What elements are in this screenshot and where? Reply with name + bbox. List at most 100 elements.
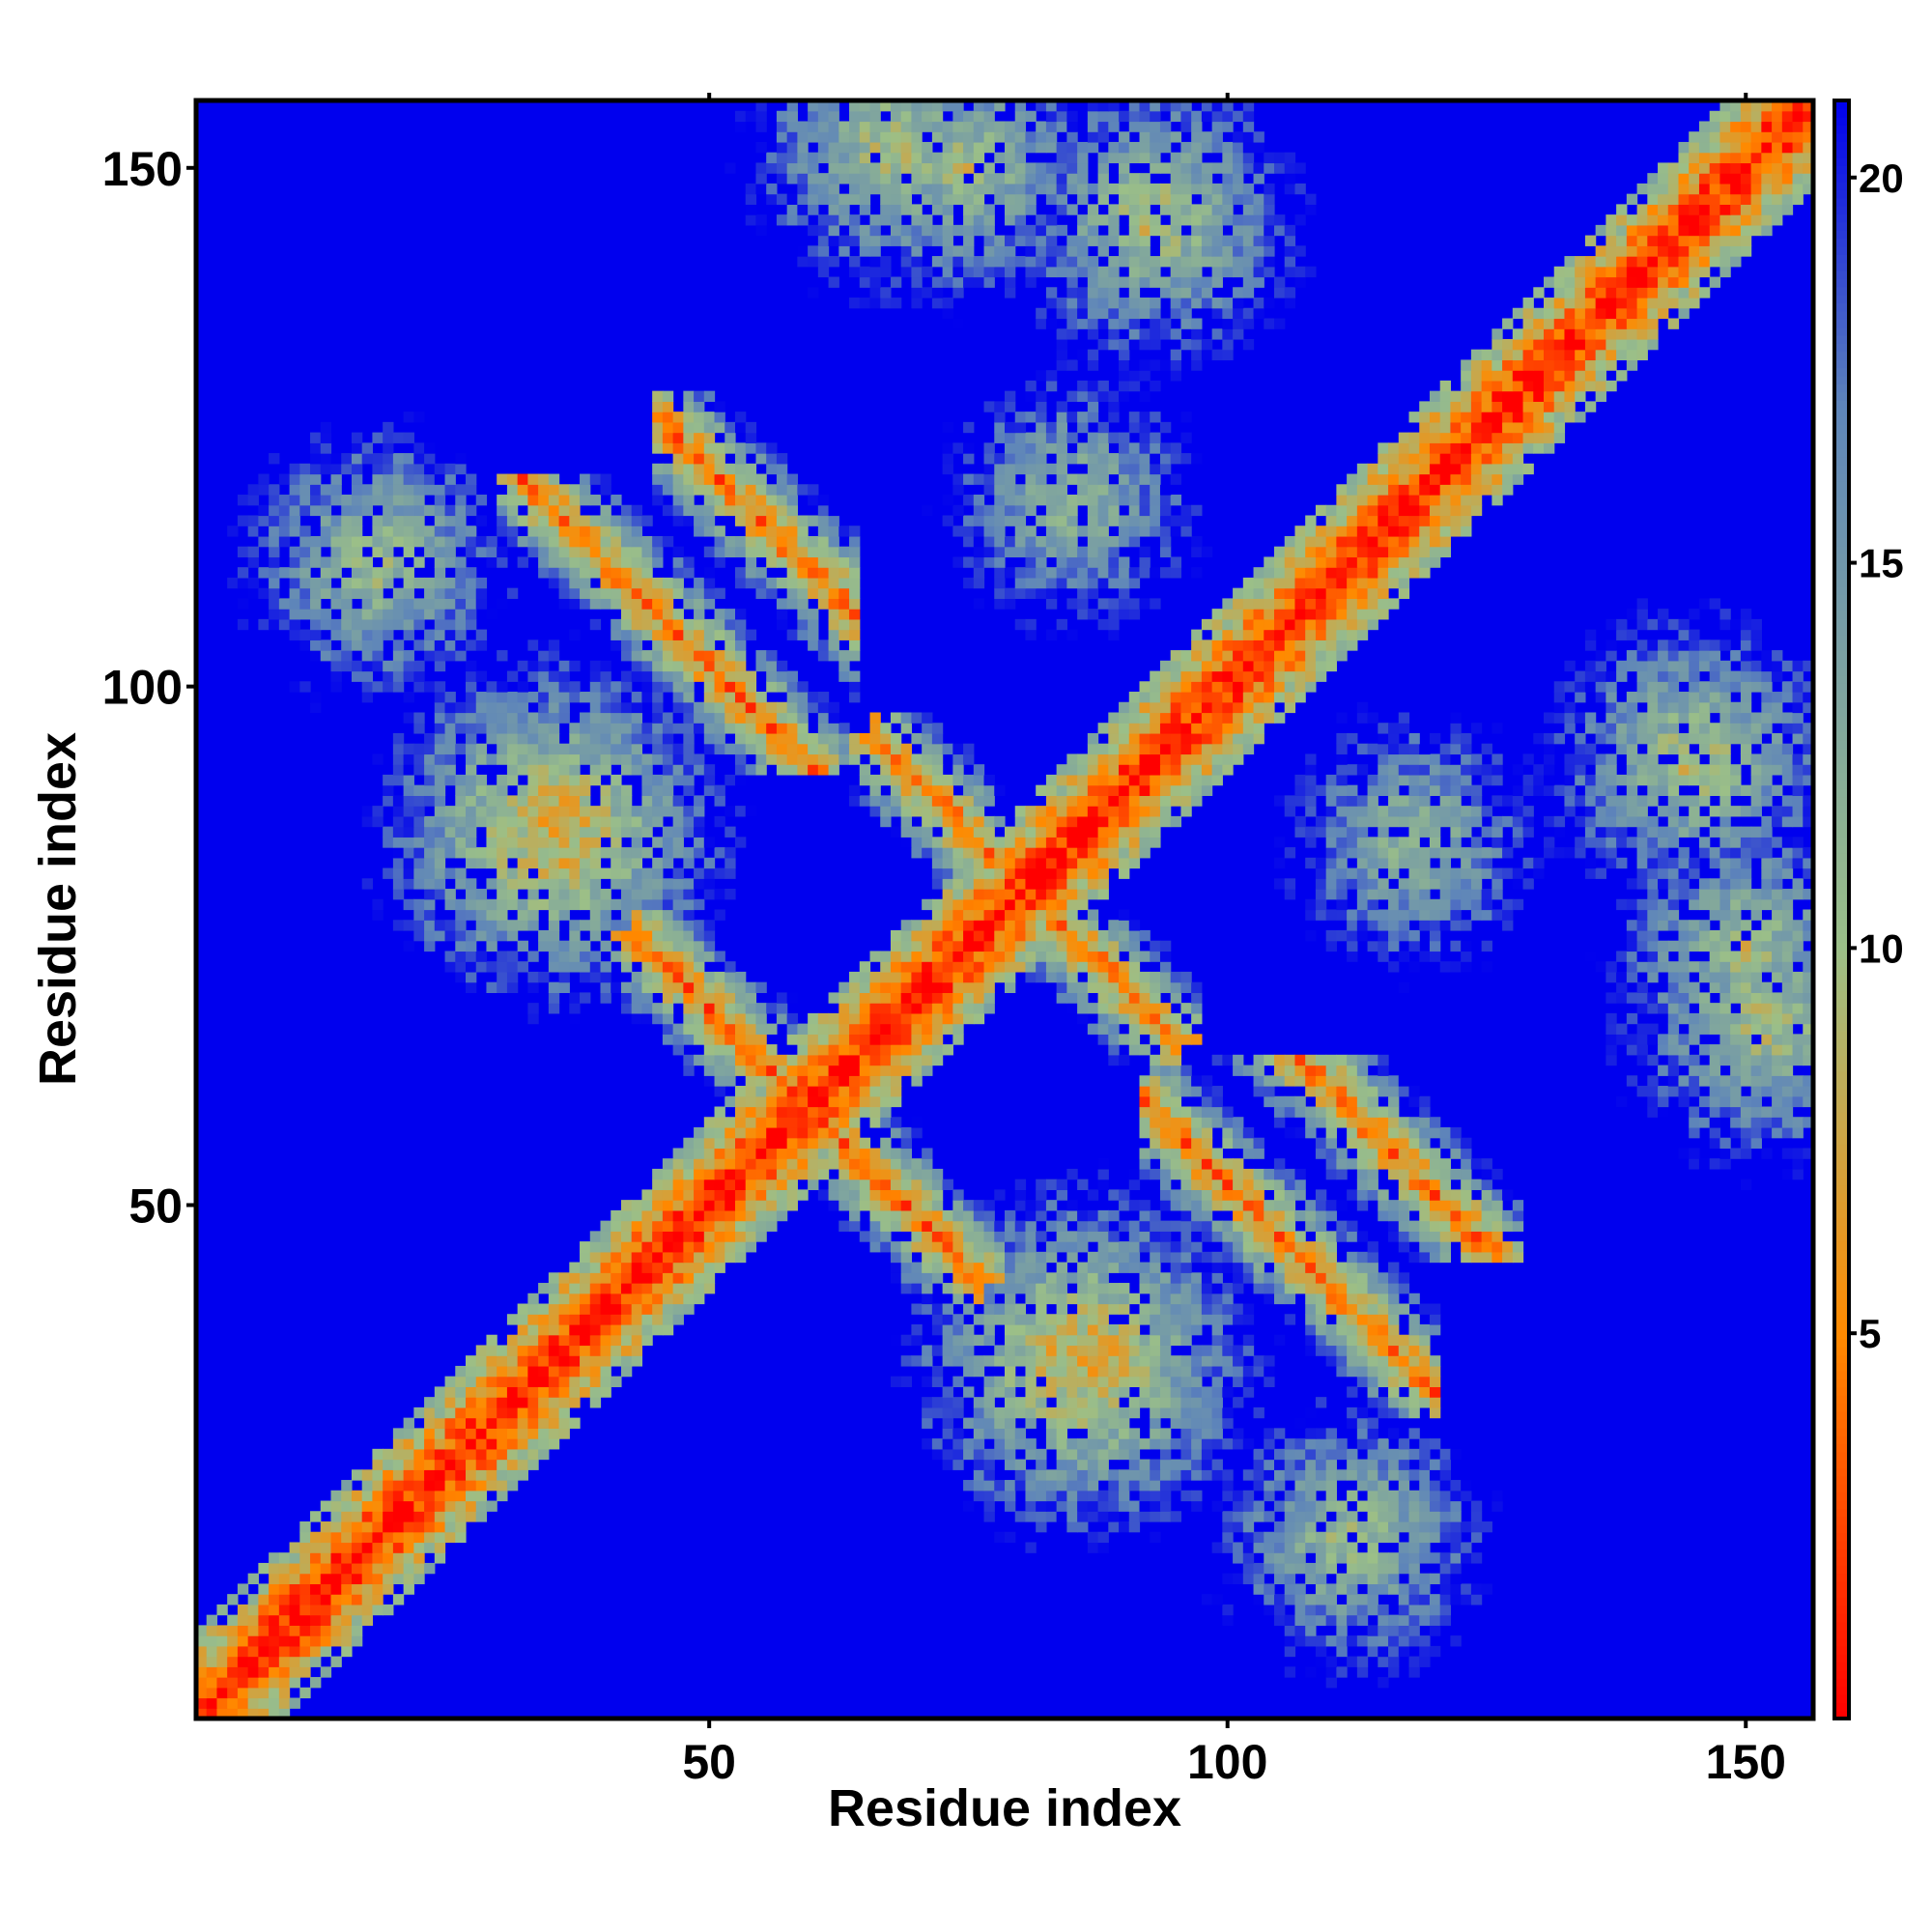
heatmap-cell [1315, 1594, 1327, 1605]
heatmap-cell [247, 1677, 259, 1689]
heatmap-cell [631, 878, 643, 890]
heatmap-cell [527, 1386, 539, 1398]
heatmap-cell [580, 1376, 591, 1388]
heatmap-cell [1191, 795, 1203, 807]
heatmap-cell [569, 1314, 581, 1325]
heatmap-cell [1325, 1065, 1337, 1076]
heatmap-cell [580, 1262, 591, 1273]
heatmap-cell [683, 1023, 695, 1035]
heatmap-cell [1398, 1365, 1410, 1378]
heatmap-cell [1367, 1365, 1378, 1378]
heatmap-cell [1097, 961, 1109, 973]
heatmap-cell [1211, 1542, 1223, 1553]
heatmap-cell [1398, 1459, 1410, 1470]
heatmap-cell [1367, 1126, 1378, 1139]
heatmap-cell [1014, 1334, 1027, 1347]
heatmap-cell [776, 992, 788, 1004]
heatmap-cell [1750, 826, 1762, 838]
heatmap-cell [1305, 1562, 1317, 1575]
heatmap-cell [714, 1012, 725, 1025]
heatmap-cell [1378, 806, 1389, 817]
heatmap-cell [745, 1126, 757, 1139]
heatmap-cell [1367, 1511, 1378, 1522]
heatmap-cell [361, 1500, 374, 1512]
heatmap-cell [434, 1531, 446, 1544]
heatmap-cell [383, 1459, 394, 1470]
heatmap-cell [1150, 1012, 1161, 1025]
heatmap-cell [269, 1656, 280, 1667]
heatmap-cell [1761, 961, 1773, 973]
heatmap-cell [1502, 1220, 1514, 1232]
heatmap-cell [1315, 1293, 1327, 1305]
heatmap-cell [1719, 1086, 1731, 1097]
heatmap-cell [1222, 1137, 1234, 1150]
heatmap-cell [1036, 1345, 1047, 1356]
heatmap-cell [662, 1168, 674, 1180]
heatmap-cell [1419, 826, 1431, 838]
heatmap-cell [1315, 1189, 1327, 1201]
heatmap-cell [1087, 1511, 1099, 1522]
heatmap-cell [838, 1220, 850, 1232]
heatmap-cell [931, 1241, 944, 1253]
heatmap-cell [662, 1012, 674, 1025]
heatmap-cell [1201, 1459, 1213, 1470]
heatmap-cell [963, 1012, 975, 1025]
heatmap-cell [994, 867, 1006, 879]
heatmap-cell [880, 1012, 892, 1025]
heatmap-cell [1045, 878, 1058, 890]
heatmap-cell [703, 1044, 716, 1056]
heatmap-cell [372, 1469, 384, 1481]
heatmap-cell [403, 1511, 414, 1522]
heatmap-cell [1128, 1220, 1141, 1232]
heatmap-cell [497, 909, 508, 921]
heatmap-cell [890, 784, 902, 796]
heatmap-cell [600, 1345, 611, 1356]
heatmap-cell [538, 826, 550, 838]
heatmap-cell [1150, 1314, 1161, 1325]
heatmap-cell [797, 1126, 809, 1139]
heatmap-cell [351, 1614, 363, 1626]
heatmap-cell [1233, 1500, 1244, 1512]
heatmap-cell [869, 1012, 881, 1025]
heatmap-cell [1087, 1023, 1099, 1035]
heatmap-cell [1730, 1148, 1742, 1159]
heatmap-cell [1139, 1480, 1151, 1492]
heatmap-cell [900, 1272, 913, 1284]
heatmap-cell [631, 1314, 643, 1325]
heatmap-cell [580, 867, 591, 879]
heatmap-cell [1025, 857, 1037, 869]
heatmap-cell [1128, 1376, 1141, 1388]
heatmap-cell [942, 857, 953, 869]
heatmap-cell [1792, 940, 1804, 952]
heatmap-cell [1264, 1480, 1275, 1492]
heatmap-cell [641, 909, 653, 921]
heatmap-cell [1750, 1095, 1762, 1108]
heatmap-cell [1419, 951, 1431, 962]
heatmap-cell [1097, 826, 1109, 838]
heatmap-cell [1025, 1293, 1037, 1305]
heatmap-cell [1305, 1117, 1317, 1128]
heatmap-cell [1689, 920, 1700, 931]
heatmap-cell [289, 1697, 300, 1709]
heatmap-cell [1097, 1272, 1109, 1284]
heatmap-cell [258, 1697, 270, 1709]
heatmap-cell [383, 837, 394, 848]
heatmap-cell [434, 1428, 446, 1439]
heatmap-cell [1180, 1065, 1192, 1076]
heatmap-cell [662, 1200, 674, 1211]
heatmap-cell [538, 1448, 550, 1461]
heatmap-cell [600, 1262, 611, 1273]
heatmap-cell [1201, 1345, 1213, 1356]
heatmap-cell [1347, 1511, 1358, 1522]
heatmap-cell [1667, 795, 1680, 807]
heatmap-cell [497, 1438, 508, 1450]
heatmap-cell [1367, 1075, 1378, 1087]
heatmap-cell [1367, 1334, 1378, 1347]
heatmap-cell [1678, 878, 1690, 890]
heatmap-cell [973, 867, 985, 879]
heatmap-cell [735, 837, 747, 848]
heatmap-cell [849, 1054, 861, 1066]
heatmap-cell [922, 1054, 933, 1066]
heatmap-cell [849, 1200, 861, 1211]
heatmap-cell [1305, 1220, 1317, 1232]
